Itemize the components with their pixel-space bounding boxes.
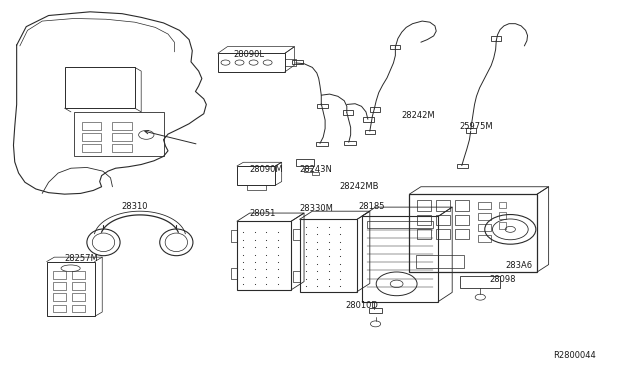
Text: 28257M: 28257M [65, 254, 99, 263]
Bar [478, 235, 491, 242]
Bar [237, 221, 291, 290]
Bar [292, 60, 303, 64]
Bar [466, 128, 476, 133]
Bar [113, 122, 132, 130]
Bar [417, 215, 431, 225]
Bar [304, 168, 312, 172]
Text: 28098: 28098 [489, 275, 516, 284]
Bar [218, 53, 285, 72]
Bar [317, 104, 328, 108]
Bar [82, 134, 101, 141]
Bar [113, 144, 132, 152]
Bar [478, 213, 491, 220]
Bar [478, 202, 491, 209]
Bar [53, 294, 66, 301]
Text: 28310: 28310 [122, 202, 148, 211]
Bar [53, 305, 66, 312]
Bar [344, 141, 356, 145]
Bar [53, 271, 66, 279]
Bar [82, 122, 101, 130]
Bar [237, 166, 275, 185]
Bar [461, 276, 500, 288]
Bar [72, 271, 85, 279]
Bar [53, 282, 66, 290]
Bar [74, 112, 164, 156]
Text: 28243N: 28243N [300, 165, 332, 174]
Bar [343, 110, 353, 115]
Bar [491, 36, 501, 41]
Text: 283A6: 283A6 [505, 261, 532, 270]
Text: 28242M: 28242M [402, 111, 435, 120]
Bar [72, 294, 85, 301]
Bar [367, 221, 433, 228]
Text: 28090M: 28090M [250, 165, 284, 174]
Bar [47, 262, 95, 317]
Bar [72, 305, 85, 312]
Bar [300, 219, 357, 292]
Bar [390, 45, 401, 49]
Bar [436, 201, 451, 211]
Bar [456, 201, 469, 211]
Text: R2800044: R2800044 [553, 351, 596, 360]
Bar [370, 108, 380, 112]
Bar [478, 224, 491, 231]
Bar [417, 201, 431, 211]
Text: 28051: 28051 [250, 209, 276, 218]
Bar [416, 255, 464, 268]
Bar [410, 194, 537, 272]
Text: 28242MB: 28242MB [339, 182, 379, 190]
Text: 28330M: 28330M [300, 204, 333, 213]
Bar [436, 215, 451, 225]
Bar [113, 134, 132, 141]
Bar [458, 164, 467, 168]
Bar [456, 229, 469, 239]
Bar [436, 229, 451, 239]
Bar [456, 215, 469, 225]
Bar [65, 67, 135, 108]
Text: 28010D: 28010D [346, 301, 378, 310]
Bar [362, 217, 438, 302]
Bar [499, 222, 506, 229]
Bar [296, 159, 314, 166]
Bar [417, 229, 431, 239]
Bar [369, 308, 382, 313]
Bar [316, 142, 328, 146]
Bar [72, 282, 85, 290]
Text: 25975M: 25975M [460, 122, 493, 131]
Text: 28090L: 28090L [234, 50, 265, 59]
Bar [499, 202, 506, 208]
Bar [82, 144, 101, 152]
Bar [499, 212, 506, 219]
Text: 28185: 28185 [358, 202, 385, 211]
Bar [312, 172, 319, 175]
Bar [365, 130, 375, 134]
Bar [364, 118, 374, 122]
